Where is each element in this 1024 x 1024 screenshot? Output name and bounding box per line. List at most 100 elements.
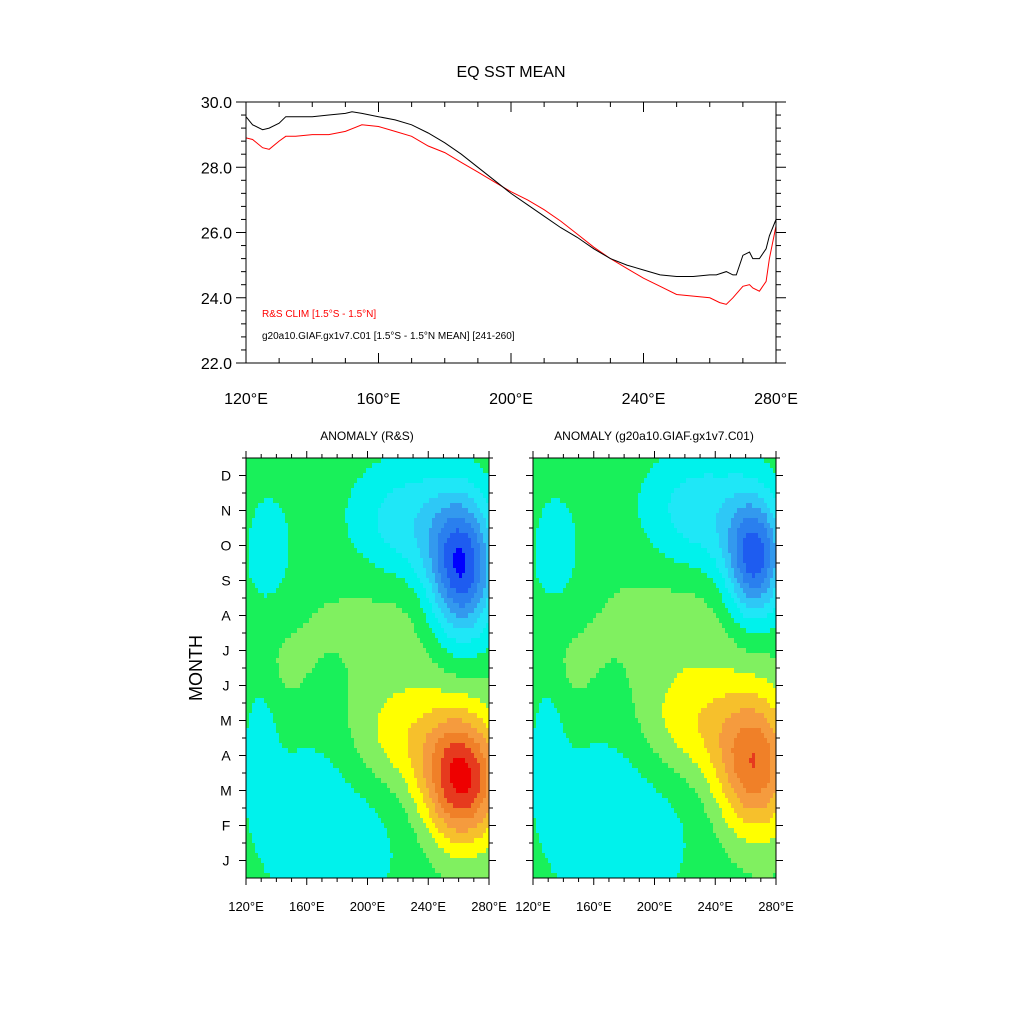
field-cell — [255, 523, 259, 529]
field-cell — [360, 673, 364, 679]
field-cell — [447, 693, 451, 699]
field-cell — [471, 558, 475, 564]
field-cell — [390, 753, 394, 759]
field-cell — [429, 628, 433, 634]
field-cell — [462, 748, 466, 754]
field-cell — [255, 713, 259, 719]
field-cell — [306, 508, 310, 514]
field-cell — [333, 748, 337, 754]
field-cell — [309, 583, 313, 589]
field-cell — [435, 663, 439, 669]
field-cell — [423, 653, 427, 659]
field-cell — [459, 673, 463, 679]
field-cell — [429, 713, 433, 719]
field-cell — [375, 738, 379, 744]
field-cell — [453, 538, 457, 544]
field-cell — [318, 483, 322, 489]
field-cell — [345, 463, 349, 469]
field-cell — [279, 748, 283, 754]
field-cell — [261, 498, 265, 504]
field-cell — [372, 563, 376, 569]
field-cell — [480, 578, 484, 584]
field-cell — [360, 573, 364, 579]
field-cell — [441, 638, 445, 644]
field-cell — [471, 723, 475, 729]
field-cell — [447, 643, 451, 649]
field-cell — [471, 563, 475, 569]
field-cell — [324, 753, 328, 759]
field-cell — [312, 633, 316, 639]
field-cell — [318, 558, 322, 564]
field-cell — [480, 603, 484, 609]
field-cell — [330, 673, 334, 679]
field-cell — [336, 638, 340, 644]
field-cell — [321, 673, 325, 679]
field-cell — [423, 568, 427, 574]
field-cell — [399, 548, 403, 554]
field-cell — [252, 738, 256, 744]
field-cell — [462, 573, 466, 579]
field-cell — [357, 638, 361, 644]
field-cell — [450, 658, 454, 664]
field-cell — [324, 693, 328, 699]
field-cell — [297, 518, 301, 524]
field-cell — [447, 748, 451, 754]
field-cell — [390, 458, 394, 464]
field-cell — [300, 538, 304, 544]
field-cell — [300, 618, 304, 624]
field-cell — [423, 728, 427, 734]
field-cell — [258, 678, 262, 684]
field-cell — [363, 458, 367, 464]
field-cell — [288, 553, 292, 559]
field-cell — [276, 548, 280, 554]
field-cell — [330, 573, 334, 579]
field-cell — [468, 513, 472, 519]
field-cell — [336, 538, 340, 544]
field-cell — [351, 643, 355, 649]
field-cell — [267, 618, 271, 624]
field-cell — [264, 523, 268, 529]
field-cell — [402, 648, 406, 654]
field-cell — [447, 653, 451, 659]
field-cell — [399, 748, 403, 754]
field-cell — [474, 548, 478, 554]
field-cell — [294, 468, 298, 474]
field-cell — [375, 508, 379, 514]
field-cell — [309, 628, 313, 634]
field-cell — [276, 698, 280, 704]
field-cell — [345, 738, 349, 744]
field-cell — [435, 748, 439, 754]
field-cell — [303, 518, 307, 524]
field-cell — [384, 723, 388, 729]
field-cell — [375, 618, 379, 624]
field-cell — [342, 613, 346, 619]
field-cell — [258, 688, 262, 694]
field-cell — [408, 538, 412, 544]
field-cell — [393, 678, 397, 684]
field-cell — [447, 513, 451, 519]
field-cell — [456, 483, 460, 489]
field-cell — [246, 648, 250, 654]
field-cell — [393, 513, 397, 519]
field-cell — [369, 633, 373, 639]
field-cell — [411, 663, 415, 669]
field-cell — [294, 553, 298, 559]
field-cell — [273, 693, 277, 699]
field-cell — [462, 723, 466, 729]
field-cell — [462, 743, 466, 749]
field-cell — [390, 608, 394, 614]
field-cell — [255, 698, 259, 704]
field-cell — [438, 638, 442, 644]
field-cell — [351, 553, 355, 559]
field-cell — [303, 553, 307, 559]
field-cell — [447, 743, 451, 749]
field-cell — [252, 603, 256, 609]
field-cell — [324, 628, 328, 634]
field-cell — [402, 558, 406, 564]
field-cell — [420, 703, 424, 709]
field-cell — [393, 623, 397, 629]
field-cell — [297, 643, 301, 649]
field-cell — [300, 528, 304, 534]
field-cell — [354, 703, 358, 709]
field-cell — [462, 613, 466, 619]
